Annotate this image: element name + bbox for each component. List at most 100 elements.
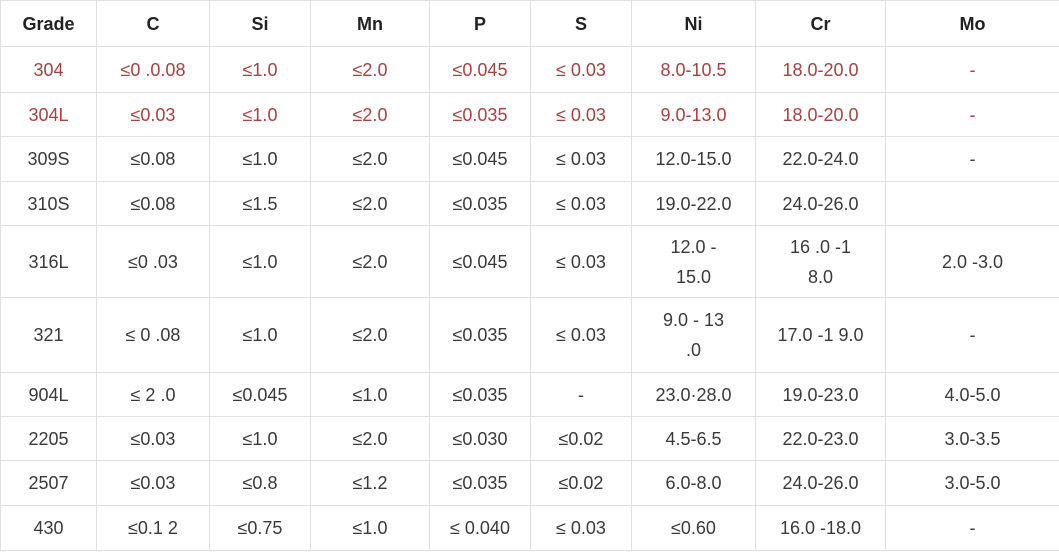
table-row: 904L ≤ 2 .0 ≤0.045 ≤1.0 ≤0.035 - 23.0·28.0 19.0… [0, 372, 1059, 417]
cell-text: ≤0.045 [232, 384, 288, 405]
value-cell: ≤ 0.03 [530, 92, 632, 137]
value-cell: ≤0.045 [429, 136, 531, 182]
cell-text: ≤0.03 [130, 473, 176, 493]
value-cell: - [885, 297, 1059, 373]
cell-text: ≤0.035 [452, 104, 508, 125]
column-header: Grade [0, 0, 97, 47]
value-cell: ≤2.0 [310, 181, 430, 226]
value-cell: 8.0-10.5 [631, 46, 756, 93]
cell-text: ≤0 .0.08 [120, 59, 186, 80]
cell-text: ≤0.035 [452, 473, 508, 493]
cell-text: ≤0.03 [130, 428, 176, 449]
value-cell: 17.0 -1 9.0 [755, 297, 886, 373]
cell-text: ≤ 0.03 [556, 193, 606, 214]
cell-text: 18.0-20.0 [782, 104, 859, 125]
cell-text: - [969, 325, 976, 345]
cell-text: ≤0.60 [671, 518, 716, 538]
cell-text: 17.0 -1 9.0 [777, 325, 864, 345]
cell-text: ≤1.2 [352, 473, 388, 493]
cell-text: ≤0.1 2 [128, 518, 178, 538]
cell-text: ≤0.03 [130, 104, 176, 125]
value-cell: ≤0.035 [429, 460, 531, 506]
cell-text: ≤0.045 [452, 59, 508, 80]
value-cell: ≤ 0.03 [530, 46, 632, 93]
value-cell: ≤ 0.040 [429, 505, 531, 551]
grade-cell: 310S [0, 181, 97, 226]
table-row: 304L ≤0.03 ≤1.0 ≤2.0 ≤0.035 ≤ 0.03 9.0-13.0 18.… [0, 92, 1059, 137]
value-cell: 9.0-13.0 [631, 92, 756, 137]
cell-text: ≤ 0.03 [556, 518, 606, 538]
value-cell: ≤ 0.03 [530, 225, 632, 298]
grade-cell: 304 [0, 46, 97, 93]
cell-text: - [969, 518, 976, 538]
cell-text: - [969, 149, 976, 169]
cell-text: 309S [27, 149, 70, 169]
value-cell: ≤ 0.03 [530, 181, 632, 226]
value-cell: 22.0-24.0 [755, 136, 886, 182]
cell-text: 18.0-20.0 [782, 59, 859, 80]
cell-text: ≤2.0 [352, 149, 388, 169]
cell-text: ≤2.0 [352, 104, 388, 125]
value-cell: ≤0.035 [429, 372, 531, 417]
column-header: Mn [310, 0, 430, 47]
grade-cell: 430 [0, 505, 97, 551]
cell-text: ≤0.8 [242, 473, 278, 493]
cell-text: 2205 [28, 428, 69, 449]
cell-text: ≤ 0.03 [556, 325, 606, 345]
cell-text: ≤0.08 [130, 193, 176, 214]
cell-text: 12.0-15.0 [655, 149, 732, 169]
table-row: 304 ≤0 .0.08 ≤1.0 ≤2.0 ≤0.045 ≤ 0.03 8.0-10.5 1… [0, 46, 1059, 93]
cell-text: 904L [28, 384, 69, 405]
value-cell: ≤0.03 [96, 460, 210, 506]
value-cell: 24.0-26.0 [755, 181, 886, 226]
column-header: Si [209, 0, 311, 47]
value-cell: ≤2.0 [310, 92, 430, 137]
column-header: Cr [755, 0, 886, 47]
table-row: 430 ≤0.1 2 ≤0.75 ≤1.0 ≤ 0.040 ≤ 0.03 ≤0.60 16.0… [0, 505, 1059, 551]
value-cell: - [885, 92, 1059, 137]
column-header: Mo [885, 0, 1059, 47]
grade-cell: 904L [0, 372, 97, 417]
cell-text: ≤1.0 [352, 518, 388, 538]
value-cell: ≤0.030 [429, 416, 531, 461]
value-cell: ≤ 0 .08 [96, 297, 210, 373]
table-row: 310S ≤0.08 ≤1.5 ≤2.0 ≤0.035 ≤ 0.03 19.0-22.0 24… [0, 181, 1059, 226]
cell-text: ≤0.035 [452, 193, 508, 214]
cell-text: 316L [28, 251, 69, 272]
cell-text: 310S [27, 193, 70, 214]
grade-cell: 309S [0, 136, 97, 182]
value-cell: ≤1.0 [209, 92, 311, 137]
cell-text: ≤1.0 [352, 384, 388, 405]
cell-text: 430 [33, 518, 64, 538]
value-cell: ≤1.0 [209, 225, 311, 298]
value-cell: 3.0-3.5 [885, 416, 1059, 461]
cell-text: ≤ 0.03 [556, 104, 606, 125]
value-cell: ≤0.03 [96, 416, 210, 461]
grade-cell: 316L [0, 225, 97, 298]
cell-text: 22.0-24.0 [782, 149, 859, 169]
column-header: P [429, 0, 531, 47]
value-cell: 4.0-5.0 [885, 372, 1059, 417]
value-cell: ≤ 0.03 [530, 505, 632, 551]
cell-text: 8.0-10.5 [660, 59, 727, 80]
cell-text: ≤0.08 [130, 149, 176, 169]
cell-text: 6.0-8.0 [665, 473, 722, 493]
value-cell: ≤0.75 [209, 505, 311, 551]
value-cell: 18.0-20.0 [755, 46, 886, 93]
value-cell: - [885, 505, 1059, 551]
cell-text: ≤1.0 [242, 325, 278, 345]
value-cell: 16 .0 -1 8.0 [755, 225, 886, 298]
grade-cell: 2205 [0, 416, 97, 461]
value-cell: ≤1.0 [209, 136, 311, 182]
cell-text: ≤0.02 [558, 473, 604, 493]
column-header: S [530, 0, 632, 47]
cell-text: 23.0·28.0 [655, 384, 732, 405]
cell-text: ≤2.0 [352, 428, 388, 449]
value-cell: ≤1.2 [310, 460, 430, 506]
cell-text: ≤2.0 [352, 251, 388, 272]
cell-text: ≤1.0 [242, 428, 278, 449]
value-cell: 24.0-26.0 [755, 460, 886, 506]
value-cell: ≤0.045 [429, 225, 531, 298]
value-cell: 4.5-6.5 [631, 416, 756, 461]
